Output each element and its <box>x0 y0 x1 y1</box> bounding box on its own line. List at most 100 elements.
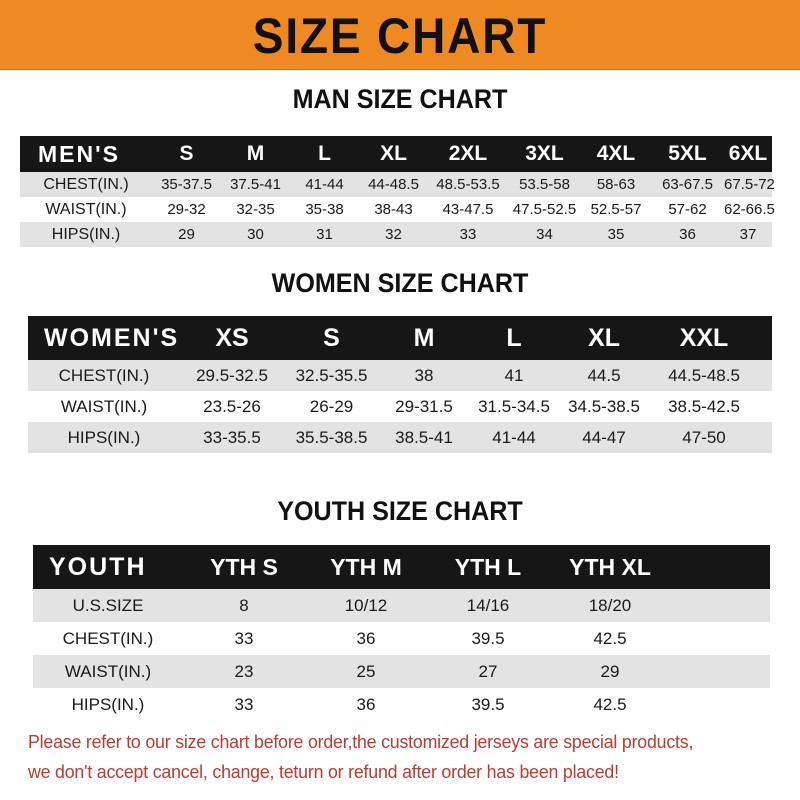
youth-row-label: CHEST(IN.) <box>33 622 183 655</box>
women-cell: 34.5-38.5 <box>559 391 649 422</box>
youth-cell: 14/16 <box>427 589 549 622</box>
women-cell: 23.5-26 <box>180 391 284 422</box>
man-size-table: MEN'S S M L XL 2XL 3XL 4XL 5XL 6XL CHEST… <box>20 136 775 247</box>
youth-cell: 39.5 <box>427 622 549 655</box>
women-cell: 38.5-42.5 <box>649 391 759 422</box>
man-cell: 36 <box>651 222 724 247</box>
women-row-label: HIPS(IN.) <box>28 422 180 453</box>
man-col-header: 3XL <box>508 136 581 172</box>
youth-col-header: YTH S <box>183 545 305 589</box>
youth-cell-spacer <box>671 622 770 655</box>
man-cell: 35-38 <box>290 197 359 222</box>
man-row-label: HIPS(IN.) <box>20 222 152 247</box>
table-row: WAIST(IN.) 23 25 27 29 <box>33 655 770 688</box>
women-cell: 38 <box>379 360 469 391</box>
women-cell-spacer <box>759 360 772 391</box>
man-col-header: S <box>152 136 221 172</box>
man-cell: 48.5-53.5 <box>428 172 508 197</box>
women-cell: 41 <box>469 360 559 391</box>
women-cell: 29-31.5 <box>379 391 469 422</box>
man-cell: 30 <box>221 222 290 247</box>
women-cell: 26-29 <box>284 391 379 422</box>
man-cell: 29 <box>152 222 221 247</box>
youth-cell: 27 <box>427 655 549 688</box>
table-row: HIPS(IN.) 29 30 31 32 33 34 35 36 37 <box>20 222 772 247</box>
table-row: U.S.SIZE 8 10/12 14/16 18/20 <box>33 589 770 622</box>
table-row: HIPS(IN.) 33 36 39.5 42.5 <box>33 688 770 721</box>
man-table-header-row: MEN'S S M L XL 2XL 3XL 4XL 5XL 6XL <box>20 136 772 172</box>
youth-section-title: YOUTH SIZE CHART <box>277 496 523 526</box>
man-col-header: 2XL <box>428 136 508 172</box>
table-row: WAIST(IN.) 23.5-26 26-29 29-31.5 31.5-34… <box>28 391 772 422</box>
youth-cell: 23 <box>183 655 305 688</box>
youth-cell-spacer <box>671 655 770 688</box>
disclaimer-line-1: Please refer to our size chart before or… <box>28 731 694 752</box>
women-row-label: WAIST(IN.) <box>28 391 180 422</box>
man-cell: 32 <box>359 222 428 247</box>
women-col-header-spacer <box>759 316 772 360</box>
man-col-header: M <box>221 136 290 172</box>
man-cell: 37 <box>724 222 772 247</box>
women-cell: 47-50 <box>649 422 759 453</box>
women-table-header-row: WOMEN'S XS S M L XL XXL <box>28 316 772 360</box>
youth-cell: 29 <box>549 655 671 688</box>
youth-cell: 18/20 <box>549 589 671 622</box>
man-cell: 44-48.5 <box>359 172 428 197</box>
youth-col-header: YTH XL <box>549 545 671 589</box>
man-corner-label: MEN'S <box>20 136 152 172</box>
man-section-title: MAN SIZE CHART <box>292 84 508 114</box>
man-cell: 43-47.5 <box>428 197 508 222</box>
women-col-header: M <box>379 316 469 360</box>
women-cell: 32.5-35.5 <box>284 360 379 391</box>
women-col-header: XS <box>180 316 284 360</box>
table-row: CHEST(IN.) 29.5-32.5 32.5-35.5 38 41 44.… <box>28 360 772 391</box>
women-corner-label: WOMEN'S <box>28 316 180 360</box>
man-cell: 38-43 <box>359 197 428 222</box>
women-cell: 29.5-32.5 <box>180 360 284 391</box>
women-col-header: L <box>469 316 559 360</box>
man-cell: 67.5-72 <box>724 172 775 197</box>
women-section-title: WOMEN SIZE CHART <box>271 268 529 298</box>
man-col-header: 4XL <box>581 136 651 172</box>
women-col-header: XL <box>559 316 649 360</box>
table-row: HIPS(IN.) 33-35.5 35.5-38.5 38.5-41 41-4… <box>28 422 772 453</box>
youth-cell: 36 <box>305 622 427 655</box>
youth-corner-label: YOUTH <box>33 545 183 589</box>
youth-cell-spacer <box>671 589 770 622</box>
man-cell: 63-67.5 <box>651 172 724 197</box>
man-cell: 33 <box>428 222 508 247</box>
women-cell: 44-47 <box>559 422 649 453</box>
women-col-header: S <box>284 316 379 360</box>
youth-row-label: HIPS(IN.) <box>33 688 183 721</box>
women-cell: 44.5 <box>559 360 649 391</box>
man-cell: 35 <box>581 222 651 247</box>
youth-size-table: YOUTH YTH S YTH M YTH L YTH XL U.S.SIZE … <box>33 545 770 721</box>
women-size-table: WOMEN'S XS S M L XL XXL CHEST(IN.) 29.5-… <box>28 316 772 453</box>
man-cell: 34 <box>508 222 581 247</box>
man-cell: 31 <box>290 222 359 247</box>
man-col-header: 6XL <box>724 136 772 172</box>
youth-cell: 33 <box>183 622 305 655</box>
youth-col-header: YTH L <box>427 545 549 589</box>
women-cell: 35.5-38.5 <box>284 422 379 453</box>
disclaimer-text: Please refer to our size chart before or… <box>28 727 780 787</box>
youth-cell: 10/12 <box>305 589 427 622</box>
man-col-header: 5XL <box>651 136 724 172</box>
man-cell: 41-44 <box>290 172 359 197</box>
man-col-header: XL <box>359 136 428 172</box>
youth-cell: 36 <box>305 688 427 721</box>
page-banner: SIZE CHART <box>0 0 800 70</box>
man-cell: 35-37.5 <box>152 172 221 197</box>
youth-cell: 33 <box>183 688 305 721</box>
youth-cell: 42.5 <box>549 622 671 655</box>
page-title: SIZE CHART <box>252 7 548 64</box>
women-row-label: CHEST(IN.) <box>28 360 180 391</box>
table-row: WAIST(IN.) 29-32 32-35 35-38 38-43 43-47… <box>20 197 775 222</box>
women-cell-spacer <box>759 422 772 453</box>
youth-cell-spacer <box>671 688 770 721</box>
man-cell: 57-62 <box>651 197 724 222</box>
disclaimer-line-2: we don't accept cancel, change, teturn o… <box>28 761 619 782</box>
man-cell: 52.5-57 <box>581 197 651 222</box>
youth-row-label: U.S.SIZE <box>33 589 183 622</box>
